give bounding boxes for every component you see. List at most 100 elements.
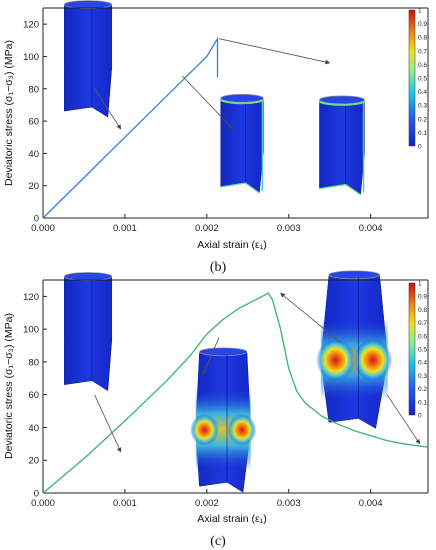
inset-edge-damage-1 xyxy=(318,95,366,196)
inset-damage-base xyxy=(220,182,260,194)
inset-top-face xyxy=(328,270,381,280)
panel-b-ylabel: Deviatoric stress (σ₁−σ₃) (MPa) xyxy=(3,40,15,186)
panel-c-arrows xyxy=(94,292,421,453)
ytick-label: 80 xyxy=(28,84,39,95)
panel-b-caption: (b) xyxy=(210,260,227,275)
colorbar-tick-label: 0.3 xyxy=(418,373,427,380)
colorbar-tick-label: 0.6 xyxy=(418,333,427,340)
xtick-label: 0.003 xyxy=(277,498,301,509)
panel-c-colorbar-bar xyxy=(408,282,416,416)
ytick-label: 20 xyxy=(28,181,39,192)
colorbar-tick-label: 0.7 xyxy=(418,48,427,55)
xtick-label: 0.000 xyxy=(31,223,55,234)
inset-bulge-moderate xyxy=(190,347,257,493)
panel-b-colorbar-ticks: 1 0.9 0.8 0.7 0.6 0.5 0.4 0.3 0.2 0.1 0 xyxy=(418,8,427,151)
colorbar-tick-label: 0.1 xyxy=(418,130,427,137)
panel-c-colorbar-ticks: 1 0.9 0.8 0.7 0.6 0.5 0.4 0.3 0.2 0.1 0 xyxy=(418,281,427,420)
panel-c-ylabel: Deviatoric stress (σ₁−σ₃) (MPa) xyxy=(3,313,15,459)
xtick-label: 0.000 xyxy=(31,498,55,509)
inset-top-face xyxy=(63,0,113,9)
inset-hotspot-right xyxy=(353,338,393,382)
inset-edge-damage-2 xyxy=(219,93,265,194)
panel-c-xlabel: Axial strain (ε₁) xyxy=(197,513,267,525)
ytick-label: 0 xyxy=(34,214,39,225)
colorbar-tick-label: 1 xyxy=(418,8,422,15)
panel-b-yticks: 0 20 40 60 80 100 120 xyxy=(23,20,47,225)
panel-c-insets xyxy=(63,270,393,493)
colorbar-tick-label: 0.6 xyxy=(418,62,427,69)
colorbar-tick-label: 0.9 xyxy=(418,21,427,28)
colorbar-tick-label: 0.5 xyxy=(418,347,427,354)
colorbar-tick-label: 1 xyxy=(418,281,422,288)
panel-b-xlabel: Axial strain (ε₁) xyxy=(197,239,267,251)
xtick-label: 0.004 xyxy=(359,223,383,234)
panel-b-xticks: 0.000 0.001 0.002 0.003 0.004 xyxy=(31,214,383,234)
colorbar-tick-label: 0.2 xyxy=(418,386,427,393)
callout-arrow xyxy=(94,88,122,130)
callout-arrow xyxy=(181,75,234,130)
callout-arrow xyxy=(280,292,341,343)
colorbar-tick-label: 0.4 xyxy=(418,360,427,367)
inset-top-face xyxy=(319,95,365,105)
inset-hotspot-left xyxy=(316,338,355,382)
inset-damage-rim xyxy=(219,98,265,105)
inset-body xyxy=(220,98,264,194)
ytick-label: 20 xyxy=(28,456,39,467)
inset-body xyxy=(319,100,365,196)
xtick-label: 0.001 xyxy=(113,223,137,234)
ytick-label: 0 xyxy=(34,489,39,500)
panel-b-insets xyxy=(63,0,366,196)
colorbar-tick-label: 0.4 xyxy=(418,89,427,96)
ytick-label: 120 xyxy=(23,20,39,31)
inset-body xyxy=(64,5,113,118)
callout-arrow xyxy=(219,38,331,65)
colorbar-tick-label: 0.3 xyxy=(418,103,427,110)
inset-body xyxy=(64,277,113,392)
inset-intact xyxy=(63,272,113,392)
colorbar-tick-label: 0 xyxy=(418,413,422,420)
ytick-label: 120 xyxy=(23,292,39,303)
inset-top-face xyxy=(63,272,113,281)
panel-b-series-line xyxy=(42,36,219,219)
callout-arrow xyxy=(202,337,220,376)
ytick-label: 80 xyxy=(28,357,39,368)
xtick-label: 0.002 xyxy=(195,223,219,234)
panel-c-series-line xyxy=(42,292,429,494)
colorbar-tick-label: 0.2 xyxy=(418,116,427,123)
colorbar-tick-label: 0.7 xyxy=(418,320,427,327)
ytick-label: 100 xyxy=(23,325,39,336)
panel-b-arrows xyxy=(94,38,331,130)
colorbar-tick-label: 0 xyxy=(418,144,422,151)
panel-b-colorbar: 1 0.9 0.8 0.7 0.6 0.5 0.4 0.3 0.2 0.1 0 xyxy=(408,8,427,151)
callout-arrow xyxy=(386,394,421,445)
colorbar-tick-label: 0.8 xyxy=(418,35,427,42)
panel-c-xticks: 0.000 0.001 0.002 0.003 0.004 xyxy=(31,489,383,509)
ytick-label: 60 xyxy=(28,117,39,128)
colorbar-tick-label: 0.8 xyxy=(418,307,427,314)
xtick-label: 0.004 xyxy=(359,498,383,509)
colorbar-tick-label: 0.5 xyxy=(418,76,427,83)
inset-hotspot-left xyxy=(190,414,219,446)
panel-c-caption: (c) xyxy=(210,534,226,549)
inset-bulge-severe xyxy=(316,270,393,429)
inset-intact xyxy=(63,0,113,118)
inset-hotspot-right xyxy=(227,414,257,446)
inset-damage-rim xyxy=(318,100,366,106)
callout-arrow xyxy=(94,394,122,453)
ytick-label: 40 xyxy=(28,149,39,160)
inset-top-face xyxy=(220,93,264,103)
xtick-label: 0.001 xyxy=(113,498,137,509)
ytick-label: 60 xyxy=(28,390,39,401)
panel-c-colorbar: 1 0.9 0.8 0.7 0.6 0.5 0.4 0.3 0.2 0.1 0 xyxy=(408,281,427,420)
inset-top-face xyxy=(199,347,248,357)
inset-damage-base xyxy=(319,183,361,196)
xtick-label: 0.002 xyxy=(195,498,219,509)
ytick-label: 100 xyxy=(23,52,39,63)
xtick-label: 0.003 xyxy=(277,223,301,234)
panel-c-yticks: 0 20 40 60 80 100 120 xyxy=(23,292,47,500)
ytick-label: 40 xyxy=(28,423,39,434)
colorbar-tick-label: 0.1 xyxy=(418,399,427,406)
